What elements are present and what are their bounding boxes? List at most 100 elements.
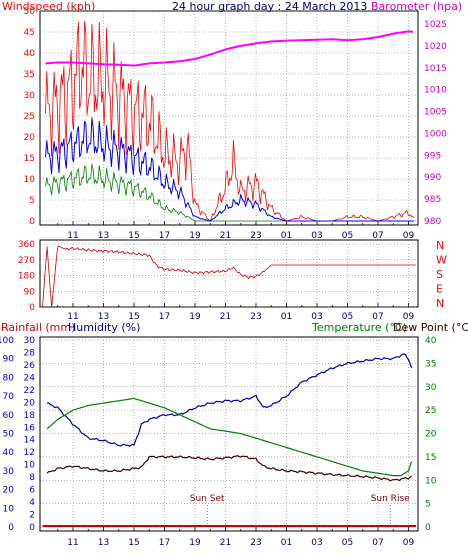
x-tick-label: 13 bbox=[98, 231, 109, 241]
temp-y-tick-label: 40 bbox=[425, 336, 437, 346]
x-tick-label: 09 bbox=[403, 312, 415, 322]
temp-y-tick-label: 30 bbox=[425, 383, 437, 393]
x-tick-label: 17 bbox=[159, 312, 170, 322]
humidity-y-tick-label: 10 bbox=[24, 461, 36, 471]
rainfall-y-tick-label: 70 bbox=[3, 392, 15, 402]
direction-y-tick-label: 270 bbox=[18, 256, 35, 266]
dew-point-line bbox=[46, 455, 412, 482]
direction-y-tick-label: 180 bbox=[18, 272, 35, 282]
humidity-y-tick-label: 2 bbox=[29, 511, 35, 521]
temperature-label: Temperature (°C) bbox=[311, 321, 407, 334]
x-tick-label: 21 bbox=[220, 312, 231, 322]
humidity-y-tick-label: 18 bbox=[24, 411, 36, 421]
x-tick-label: 03 bbox=[311, 231, 322, 241]
wind-y-tick-label: 50 bbox=[24, 7, 36, 17]
humidity-y-tick-label: 20 bbox=[24, 398, 36, 408]
x-tick-label: 01 bbox=[281, 312, 292, 322]
wind-average-line bbox=[45, 117, 414, 222]
wind-y-tick-label: 40 bbox=[24, 49, 36, 59]
temperature-line bbox=[46, 397, 413, 477]
temp-panel-frame bbox=[39, 336, 419, 532]
x-tick-label: 03 bbox=[311, 538, 322, 548]
humidity-y-tick-label: 4 bbox=[29, 498, 35, 508]
x-tick-label: 07 bbox=[372, 538, 383, 548]
barometer-y-tick-label: 980 bbox=[424, 217, 441, 227]
rainfall-y-tick-label: 40 bbox=[3, 448, 15, 458]
x-tick-label: 09 bbox=[403, 231, 415, 241]
x-tick-label: 13 bbox=[98, 312, 109, 322]
x-tick-label: 07 bbox=[372, 312, 383, 322]
wind-y-tick-label: 0 bbox=[29, 217, 35, 227]
wind-y-tick-label: 35 bbox=[24, 70, 35, 80]
compass-label: E bbox=[436, 283, 443, 296]
x-tick-label: 07 bbox=[372, 231, 383, 241]
wind-y-tick-label: 5 bbox=[29, 196, 35, 206]
temp-y-tick-label: 5 bbox=[425, 500, 431, 510]
x-tick-label: 11 bbox=[67, 231, 78, 241]
wind-gust-line bbox=[45, 20, 415, 222]
humidity-y-tick-label: 22 bbox=[24, 386, 35, 396]
x-tick-label: 15 bbox=[128, 231, 139, 241]
barometer-y-tick-label: 1005 bbox=[424, 108, 447, 118]
tick-labels-layer: 0510152025303540455098098599099510001005… bbox=[0, 7, 447, 548]
temp-y-tick-label: 25 bbox=[425, 406, 436, 416]
temp-y-tick-label: 10 bbox=[425, 476, 437, 486]
x-tick-label: 17 bbox=[159, 231, 170, 241]
direction-y-tick-label: 360 bbox=[18, 240, 35, 250]
barometer-y-tick-label: 995 bbox=[424, 151, 441, 161]
direction-y-tick-label: 0 bbox=[29, 303, 35, 313]
rainfall-y-tick-label: 50 bbox=[3, 430, 15, 440]
dewpoint-label: Dew Point (°C) bbox=[393, 321, 468, 334]
barometer-y-tick-label: 985 bbox=[424, 195, 441, 205]
x-tick-label: 11 bbox=[67, 538, 78, 548]
rainfall-y-tick-label: 20 bbox=[3, 486, 15, 496]
barometer-y-tick-label: 1000 bbox=[424, 129, 447, 139]
wind-panel-frame bbox=[39, 10, 419, 226]
x-tick-label: 21 bbox=[220, 538, 231, 548]
rainfall-y-tick-label: 100 bbox=[0, 336, 14, 346]
x-tick-label: 01 bbox=[281, 538, 292, 548]
sunset-annotation: Sun Set bbox=[190, 494, 225, 504]
x-tick-label: 23 bbox=[250, 231, 261, 241]
humidity-y-tick-label: 6 bbox=[29, 486, 35, 496]
humidity-y-tick-label: 8 bbox=[29, 473, 35, 483]
sunrise-annotation: Sun Rise bbox=[371, 494, 410, 504]
rainfall-y-tick-label: 0 bbox=[8, 523, 14, 533]
humidity-y-tick-label: 16 bbox=[24, 423, 36, 433]
humidity-y-tick-label: 26 bbox=[24, 361, 36, 371]
barometer-y-tick-label: 1025 bbox=[424, 20, 447, 30]
temp-y-tick-label: 20 bbox=[425, 430, 437, 440]
humidity-y-tick-label: 28 bbox=[24, 348, 36, 358]
x-tick-label: 23 bbox=[250, 312, 261, 322]
rainfall-y-tick-label: 90 bbox=[3, 355, 15, 365]
compass-label: S bbox=[436, 268, 443, 281]
x-tick-label: 23 bbox=[250, 538, 261, 548]
wind-y-tick-label: 15 bbox=[24, 154, 35, 164]
x-tick-label: 17 bbox=[159, 538, 170, 548]
x-tick-label: 01 bbox=[281, 231, 292, 241]
x-tick-label: 15 bbox=[128, 538, 139, 548]
x-tick-label: 19 bbox=[189, 312, 201, 322]
x-tick-label: 05 bbox=[342, 312, 353, 322]
barometer-y-tick-label: 1020 bbox=[424, 42, 447, 52]
rainfall-y-tick-label: 60 bbox=[3, 411, 15, 421]
barometer-y-tick-label: 990 bbox=[424, 173, 441, 183]
x-tick-label: 19 bbox=[189, 231, 201, 241]
wind-y-tick-label: 45 bbox=[24, 28, 35, 38]
barometer-line bbox=[45, 30, 414, 67]
compass-label: N bbox=[436, 239, 444, 252]
compass-label: W bbox=[436, 254, 447, 267]
x-tick-label: 19 bbox=[189, 538, 201, 548]
windspeed-label: Windspeed (kph) bbox=[2, 0, 95, 13]
x-tick-label: 21 bbox=[220, 231, 231, 241]
wind-y-tick-label: 25 bbox=[24, 112, 35, 122]
temp-y-tick-label: 15 bbox=[425, 453, 436, 463]
humidity-y-tick-label: 30 bbox=[24, 336, 36, 346]
temp-y-tick-label: 0 bbox=[425, 523, 431, 533]
humidity-y-tick-label: 0 bbox=[29, 523, 35, 533]
temp-y-tick-label: 35 bbox=[425, 359, 436, 369]
x-tick-label: 13 bbox=[98, 538, 109, 548]
x-tick-label: 05 bbox=[342, 231, 353, 241]
x-tick-label: 05 bbox=[342, 538, 353, 548]
